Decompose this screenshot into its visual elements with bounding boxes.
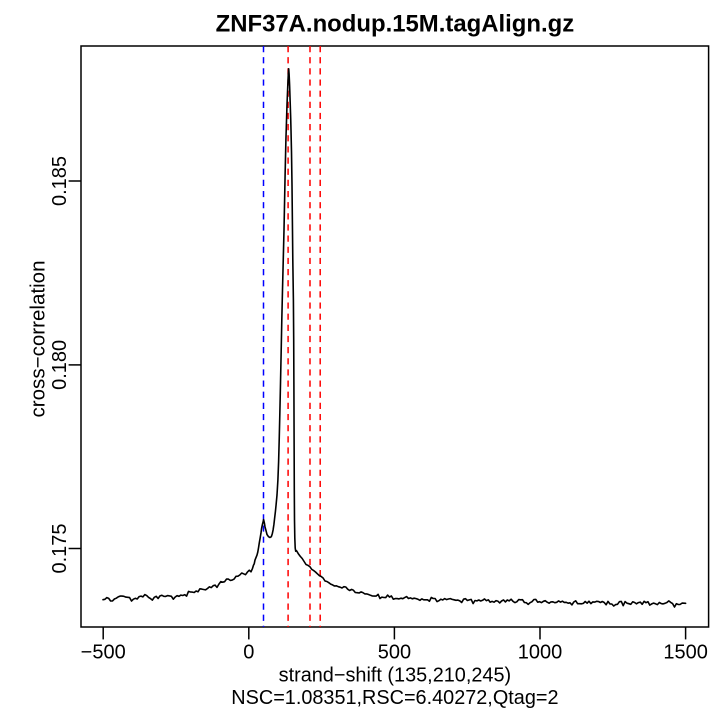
svg-text:NSC=1.08351,RSC=6.40272,Qtag=2: NSC=1.08351,RSC=6.40272,Qtag=2 [231,687,558,709]
svg-text:strand−shift (135,210,245): strand−shift (135,210,245) [279,664,512,686]
svg-text:500: 500 [378,641,411,663]
svg-text:0: 0 [243,641,254,663]
svg-text:cross−correlation: cross−correlation [27,261,49,418]
svg-text:ZNF37A.nodup.15M.tagAlign.gz: ZNF37A.nodup.15M.tagAlign.gz [216,11,575,38]
svg-text:0.180: 0.180 [49,340,71,390]
svg-text:1500: 1500 [663,641,708,663]
svg-text:0.175: 0.175 [49,523,71,573]
svg-text:0.185: 0.185 [49,156,71,206]
svg-text:−500: −500 [81,641,126,663]
svg-text:1000: 1000 [518,641,563,663]
